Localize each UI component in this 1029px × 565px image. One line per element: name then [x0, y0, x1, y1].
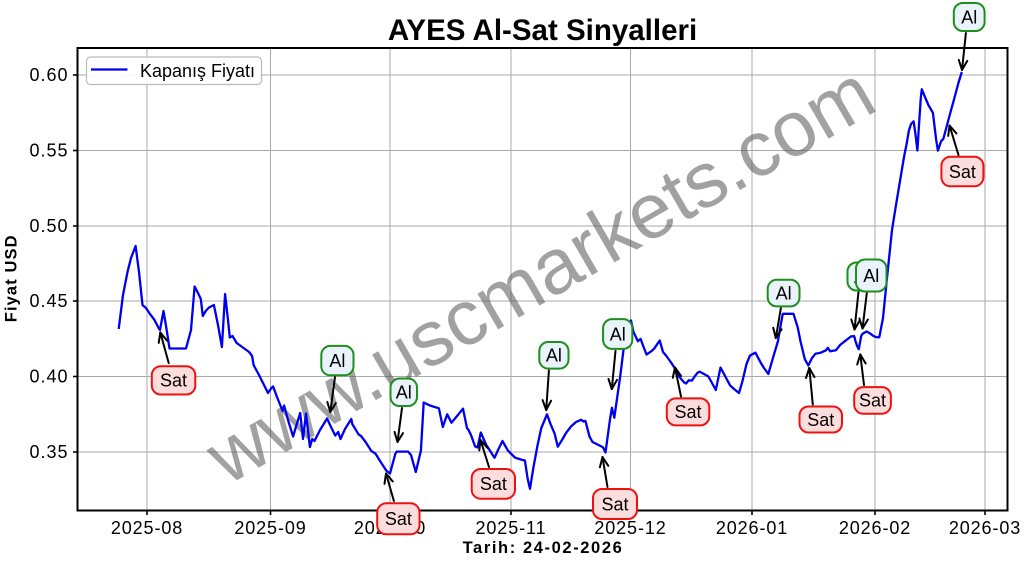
svg-text:2026-01: 2026-01 — [716, 518, 788, 538]
svg-text:Sat: Sat — [859, 391, 886, 411]
svg-text:0.45: 0.45 — [29, 291, 68, 311]
svg-text:Kapanış Fiyatı: Kapanış Fiyatı — [140, 61, 255, 81]
svg-text:Sat: Sat — [480, 474, 507, 494]
svg-text:0.60: 0.60 — [29, 65, 68, 85]
svg-text:2025-08: 2025-08 — [111, 518, 183, 538]
svg-text:Al: Al — [610, 324, 626, 344]
svg-text:Al: Al — [329, 351, 345, 371]
svg-text:Sat: Sat — [807, 410, 834, 430]
svg-text:2025-09: 2025-09 — [234, 518, 306, 538]
svg-text:Sat: Sat — [949, 162, 976, 182]
svg-text:Sat: Sat — [601, 494, 628, 514]
svg-text:2025-11: 2025-11 — [475, 518, 546, 538]
svg-text:2026-02: 2026-02 — [839, 518, 911, 538]
svg-text:Tarih: 24-02-2026: Tarih: 24-02-2026 — [463, 539, 624, 557]
svg-text:Al: Al — [961, 7, 977, 27]
svg-text:2025-12: 2025-12 — [594, 518, 666, 538]
svg-text:Al: Al — [546, 346, 562, 366]
svg-text:2026-03: 2026-03 — [949, 518, 1021, 538]
svg-text:Al: Al — [776, 283, 792, 303]
svg-text:Al: Al — [396, 383, 412, 403]
svg-text:Sat: Sat — [385, 509, 412, 529]
svg-text:Fiyat USD: Fiyat USD — [3, 234, 21, 322]
svg-text:Al: Al — [863, 266, 879, 286]
svg-text:AYES Al-Sat Sinyalleri: AYES Al-Sat Sinyalleri — [388, 14, 697, 47]
svg-text:Sat: Sat — [675, 402, 702, 422]
svg-text:0.55: 0.55 — [29, 141, 68, 161]
svg-text:0.40: 0.40 — [29, 367, 68, 387]
svg-text:0.50: 0.50 — [29, 216, 68, 236]
svg-text:Sat: Sat — [160, 371, 187, 391]
svg-text:0.35: 0.35 — [29, 442, 68, 462]
